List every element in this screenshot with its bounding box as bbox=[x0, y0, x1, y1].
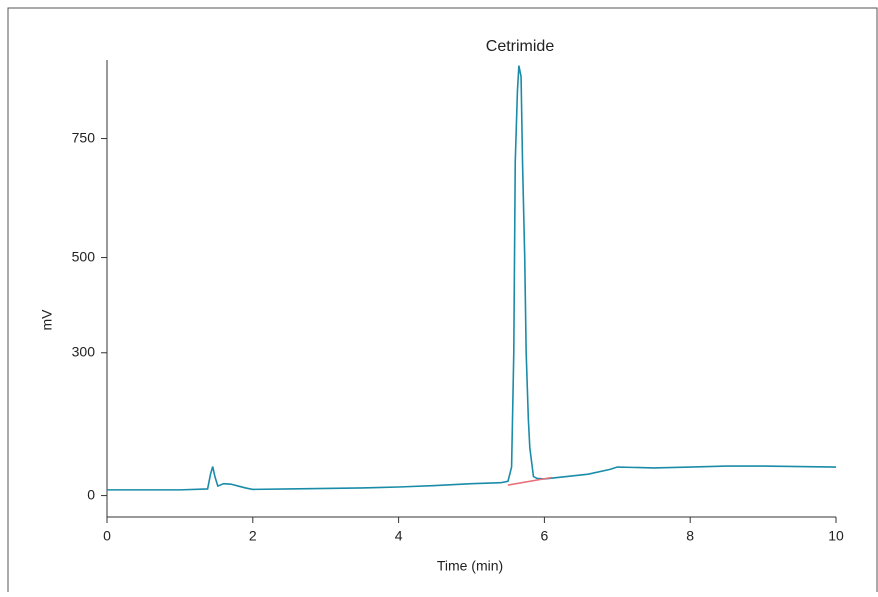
y-axis-label: mV bbox=[39, 309, 55, 331]
y-tick-label: 300 bbox=[72, 343, 96, 359]
y-tick-label: 0 bbox=[87, 486, 95, 502]
series-line bbox=[107, 65, 837, 491]
x-tick-label: 0 bbox=[103, 528, 111, 544]
x-tick-label: 10 bbox=[828, 528, 844, 544]
x-tick-label: 8 bbox=[686, 528, 694, 544]
y-tick-label: 500 bbox=[72, 248, 96, 264]
x-tick-label: 6 bbox=[541, 528, 549, 544]
y-tick-label: 750 bbox=[72, 129, 96, 145]
x-tick-label: 4 bbox=[395, 528, 403, 544]
frame bbox=[7, 7, 878, 597]
chart-title: Cetrimide bbox=[486, 38, 555, 55]
x-axis-label: Time (min) bbox=[437, 558, 503, 574]
x-tick-label: 2 bbox=[249, 528, 257, 544]
series-line bbox=[507, 476, 552, 486]
